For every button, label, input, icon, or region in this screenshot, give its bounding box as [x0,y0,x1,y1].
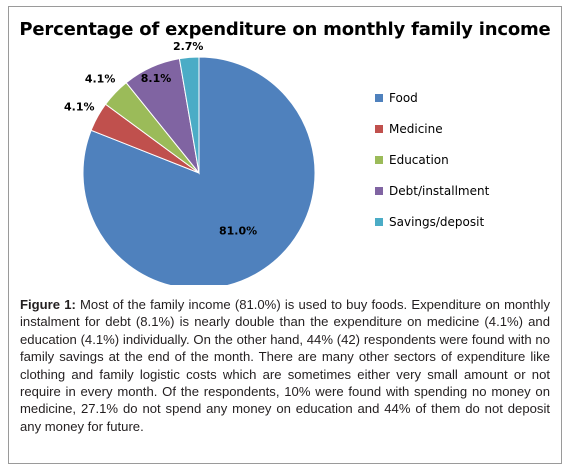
legend-item-savings-deposit: Savings/deposit [375,215,555,246]
caption-text: Most of the family income (81.0%) is use… [20,297,550,434]
legend-item-education: Education [375,153,555,184]
pie-slice-savings-deposit [178,56,200,174]
legend-swatch [375,94,383,102]
legend-swatch [375,156,383,164]
legend-label: Debt/installment [389,184,490,198]
legend-label: Savings/deposit [389,215,485,229]
chart-title: Percentage of expenditure on monthly fam… [19,19,551,40]
pie-chart-canvas: 81.0% 4.1% 4.1% 8.1% 2.7% [64,40,316,285]
legend-label: Education [389,153,449,167]
pie-chart: Percentage of expenditure on monthly fam… [9,7,561,285]
legend-label: Medicine [389,122,443,136]
legend-item-debt-installment: Debt/installment [375,184,555,215]
legend-swatch [375,187,383,195]
legend-swatch [375,125,383,133]
figure-panel: Percentage of expenditure on monthly fam… [8,6,562,464]
legend-item-food: Food [375,91,555,122]
legend-label: Food [389,91,418,105]
legend-item-medicine: Medicine [375,122,555,153]
caption-label: Figure 1: [20,297,76,312]
legend-swatch [375,218,383,226]
data-label-food: 81.0% [219,225,257,238]
data-label-medicine: 4.1% [64,101,95,114]
data-label-debt-installment: 8.1% [141,72,172,85]
pie-slice-food [82,56,316,285]
chart-legend: Food Medicine Education Debt/installment Sav… [375,91,555,246]
data-label-savings-deposit: 2.7% [173,40,204,53]
data-label-education: 4.1% [85,72,116,85]
figure-caption: Figure 1: Most of the family income (81.… [20,296,550,435]
